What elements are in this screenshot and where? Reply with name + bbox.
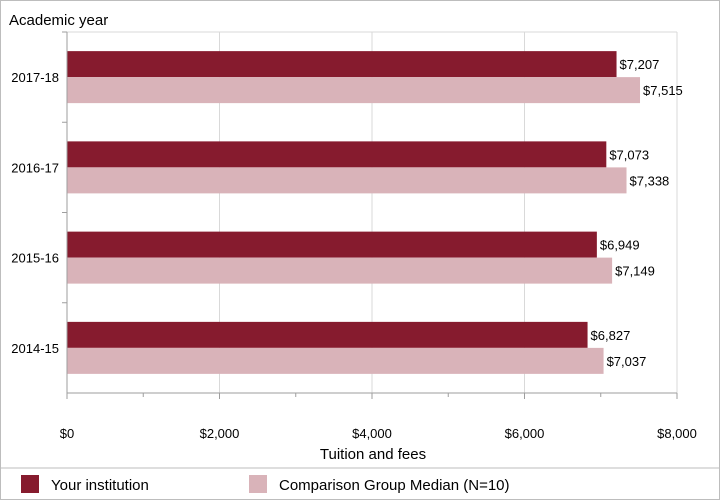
legend-label-your-institution: Your institution <box>51 477 149 494</box>
x-axis-title: Tuition and fees <box>320 446 426 463</box>
data-label-2014-15-series-0: $6,827 <box>591 328 631 343</box>
data-label-2017-18-series-0: $7,207 <box>620 57 660 72</box>
y-tick-label-2017-18: 2017-18 <box>11 70 59 85</box>
y-tick-label-2015-16: 2015-16 <box>11 251 59 266</box>
y-axis-title: Academic year <box>9 12 108 29</box>
bar-2014-15-series-0 <box>67 321 588 348</box>
legend-swatch-your-institution <box>21 475 39 493</box>
bar-2016-17-series-1 <box>67 167 627 194</box>
legend: Your institution Comparison Group Median… <box>21 475 510 494</box>
y-tick-label-2014-15: 2014-15 <box>11 341 59 356</box>
data-label-2016-17-series-1: $7,338 <box>630 173 670 188</box>
legend-label-comparison-median: Comparison Group Median (N=10) <box>279 477 510 494</box>
axes <box>62 31 678 399</box>
x-tick-label-1: $2,000 <box>200 426 240 441</box>
x-tick-label-4: $8,000 <box>657 426 697 441</box>
y-tick-label-2016-17: 2016-17 <box>11 160 59 175</box>
bar-2016-17-series-0 <box>67 141 607 168</box>
labels: $7,207 $7,515 2017-18 $7,073 $7,338 2016-17 $6… <box>11 57 697 441</box>
data-label-2017-18-series-1: $7,515 <box>643 83 683 98</box>
bars <box>67 51 641 374</box>
bar-2017-18-series-1 <box>67 77 641 104</box>
bar-2015-16-series-0 <box>67 231 597 258</box>
data-label-2015-16-series-1: $7,149 <box>615 264 655 279</box>
bar-2017-18-series-0 <box>67 51 617 78</box>
bar-2015-16-series-1 <box>67 257 613 284</box>
legend-swatch-comparison-median <box>249 475 267 493</box>
data-label-2014-15-series-1: $7,037 <box>607 354 647 369</box>
data-label-2015-16-series-0: $6,949 <box>600 238 640 253</box>
x-tick-label-0: $0 <box>60 426 74 441</box>
x-tick-label-3: $6,000 <box>505 426 545 441</box>
data-label-2016-17-series-0: $7,073 <box>609 147 649 162</box>
x-tick-label-2: $4,000 <box>352 426 392 441</box>
bar-2014-15-series-1 <box>67 347 604 374</box>
